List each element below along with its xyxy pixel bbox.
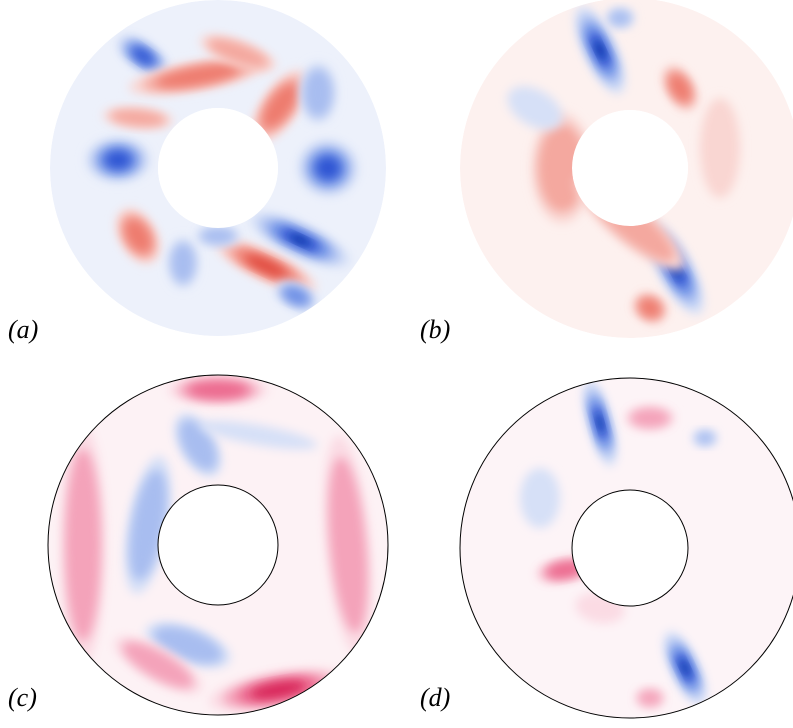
- contour-region: [547, 562, 583, 578]
- outer-boundary: [47, 374, 389, 716]
- outer-boundary: [459, 377, 793, 719]
- contour-region: [680, 660, 690, 676]
- contour-region: [328, 457, 368, 633]
- contour-region: [132, 47, 154, 65]
- contour-region: [638, 690, 662, 706]
- contour-region: [639, 298, 661, 318]
- contour-region: [250, 681, 306, 699]
- annulus-plot: [48, 375, 388, 715]
- inner-boundary: [571, 489, 689, 607]
- contour-region: [188, 381, 248, 399]
- panel-label: (a): [8, 315, 38, 344]
- panels: [47, 0, 793, 719]
- contour-region: [316, 156, 340, 180]
- contour-region: [608, 10, 632, 26]
- contour-region: [129, 469, 167, 581]
- annulus-background: [460, 0, 793, 338]
- annulus-background: [460, 378, 793, 718]
- contour-region: [198, 420, 318, 450]
- annulus-plot: [50, 0, 386, 336]
- annulus-background: [48, 375, 388, 715]
- contour-region: [283, 287, 309, 305]
- contour-region: [596, 414, 604, 432]
- panel-label: (b): [420, 315, 450, 344]
- contour-region: [179, 419, 217, 471]
- contour-region: [630, 408, 670, 428]
- contour-region: [207, 38, 269, 68]
- contour-region: [171, 243, 195, 283]
- panel-label: (d): [420, 683, 450, 712]
- inner-boundary: [157, 484, 279, 606]
- annulus-plot: [460, 378, 793, 718]
- annulus-plot: [460, 0, 793, 338]
- contour-region: [700, 98, 740, 198]
- contour-region: [669, 74, 691, 102]
- contour-region: [303, 69, 333, 117]
- contour-region: [520, 468, 560, 528]
- contour-region: [156, 64, 240, 88]
- contour-region: [110, 109, 166, 127]
- contour-region: [125, 219, 151, 253]
- contour-region: [65, 449, 101, 641]
- contour-region: [263, 84, 297, 128]
- contour-region: [595, 41, 605, 59]
- contour-region: [122, 642, 194, 688]
- contour-region: [695, 431, 715, 445]
- contour-region: [507, 86, 563, 130]
- panel-label: (c): [8, 683, 37, 712]
- contour-region: [200, 228, 236, 244]
- contour-region: [153, 626, 223, 664]
- contour-region: [245, 255, 287, 277]
- contour-region: [289, 234, 311, 246]
- contour-region: [538, 124, 586, 212]
- contour-region: [105, 151, 131, 169]
